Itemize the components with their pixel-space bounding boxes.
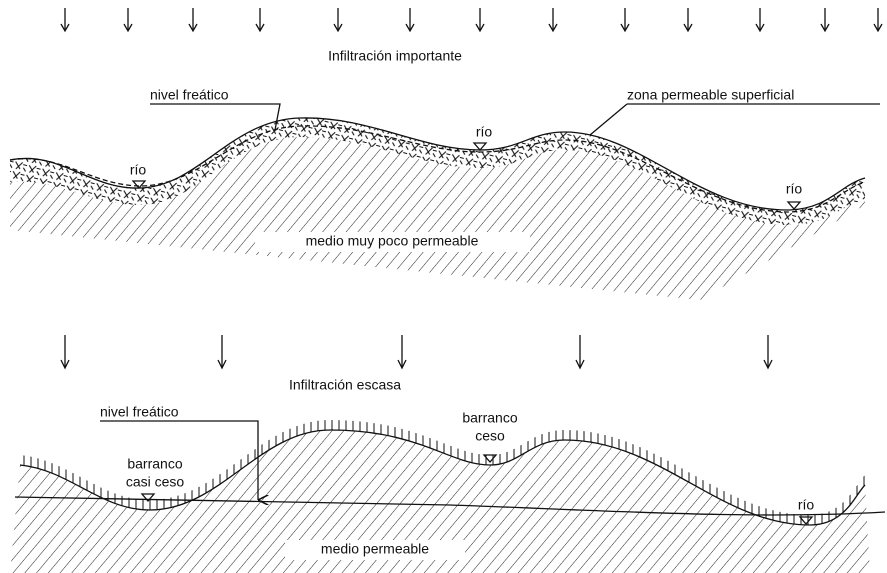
medium-label: medio muy poco permeable: [306, 233, 479, 249]
infiltration-arrows: [61, 335, 772, 368]
infiltration-label: Infiltración importante: [328, 48, 462, 64]
ravine-label: barranco: [127, 456, 182, 472]
river-label: río: [130, 162, 147, 178]
river-symbol: [788, 202, 800, 209]
river-symbol: [474, 143, 486, 150]
infiltration-label: Infiltración escasa: [289, 377, 401, 393]
infiltration-arrows: [61, 8, 882, 31]
ravine-label: casi ceso: [126, 474, 185, 490]
medium-label: medio permeable: [321, 541, 429, 557]
diagram: Infiltración importante nivel freático z…: [0, 0, 887, 573]
river-label: río: [476, 124, 493, 140]
impermeable-medium: [0, 100, 887, 310]
ravine-label: ceso: [475, 428, 505, 444]
river-label: río: [798, 497, 815, 513]
river-symbol: [133, 181, 145, 188]
leader: [590, 104, 880, 135]
ravine-label: barranco: [462, 410, 517, 426]
river-label: río: [786, 181, 803, 197]
water-table-label: nivel freático: [150, 87, 229, 103]
water-table-label: nivel freático: [100, 404, 179, 420]
permeable-zone-label: zona permeable superficial: [627, 87, 794, 103]
